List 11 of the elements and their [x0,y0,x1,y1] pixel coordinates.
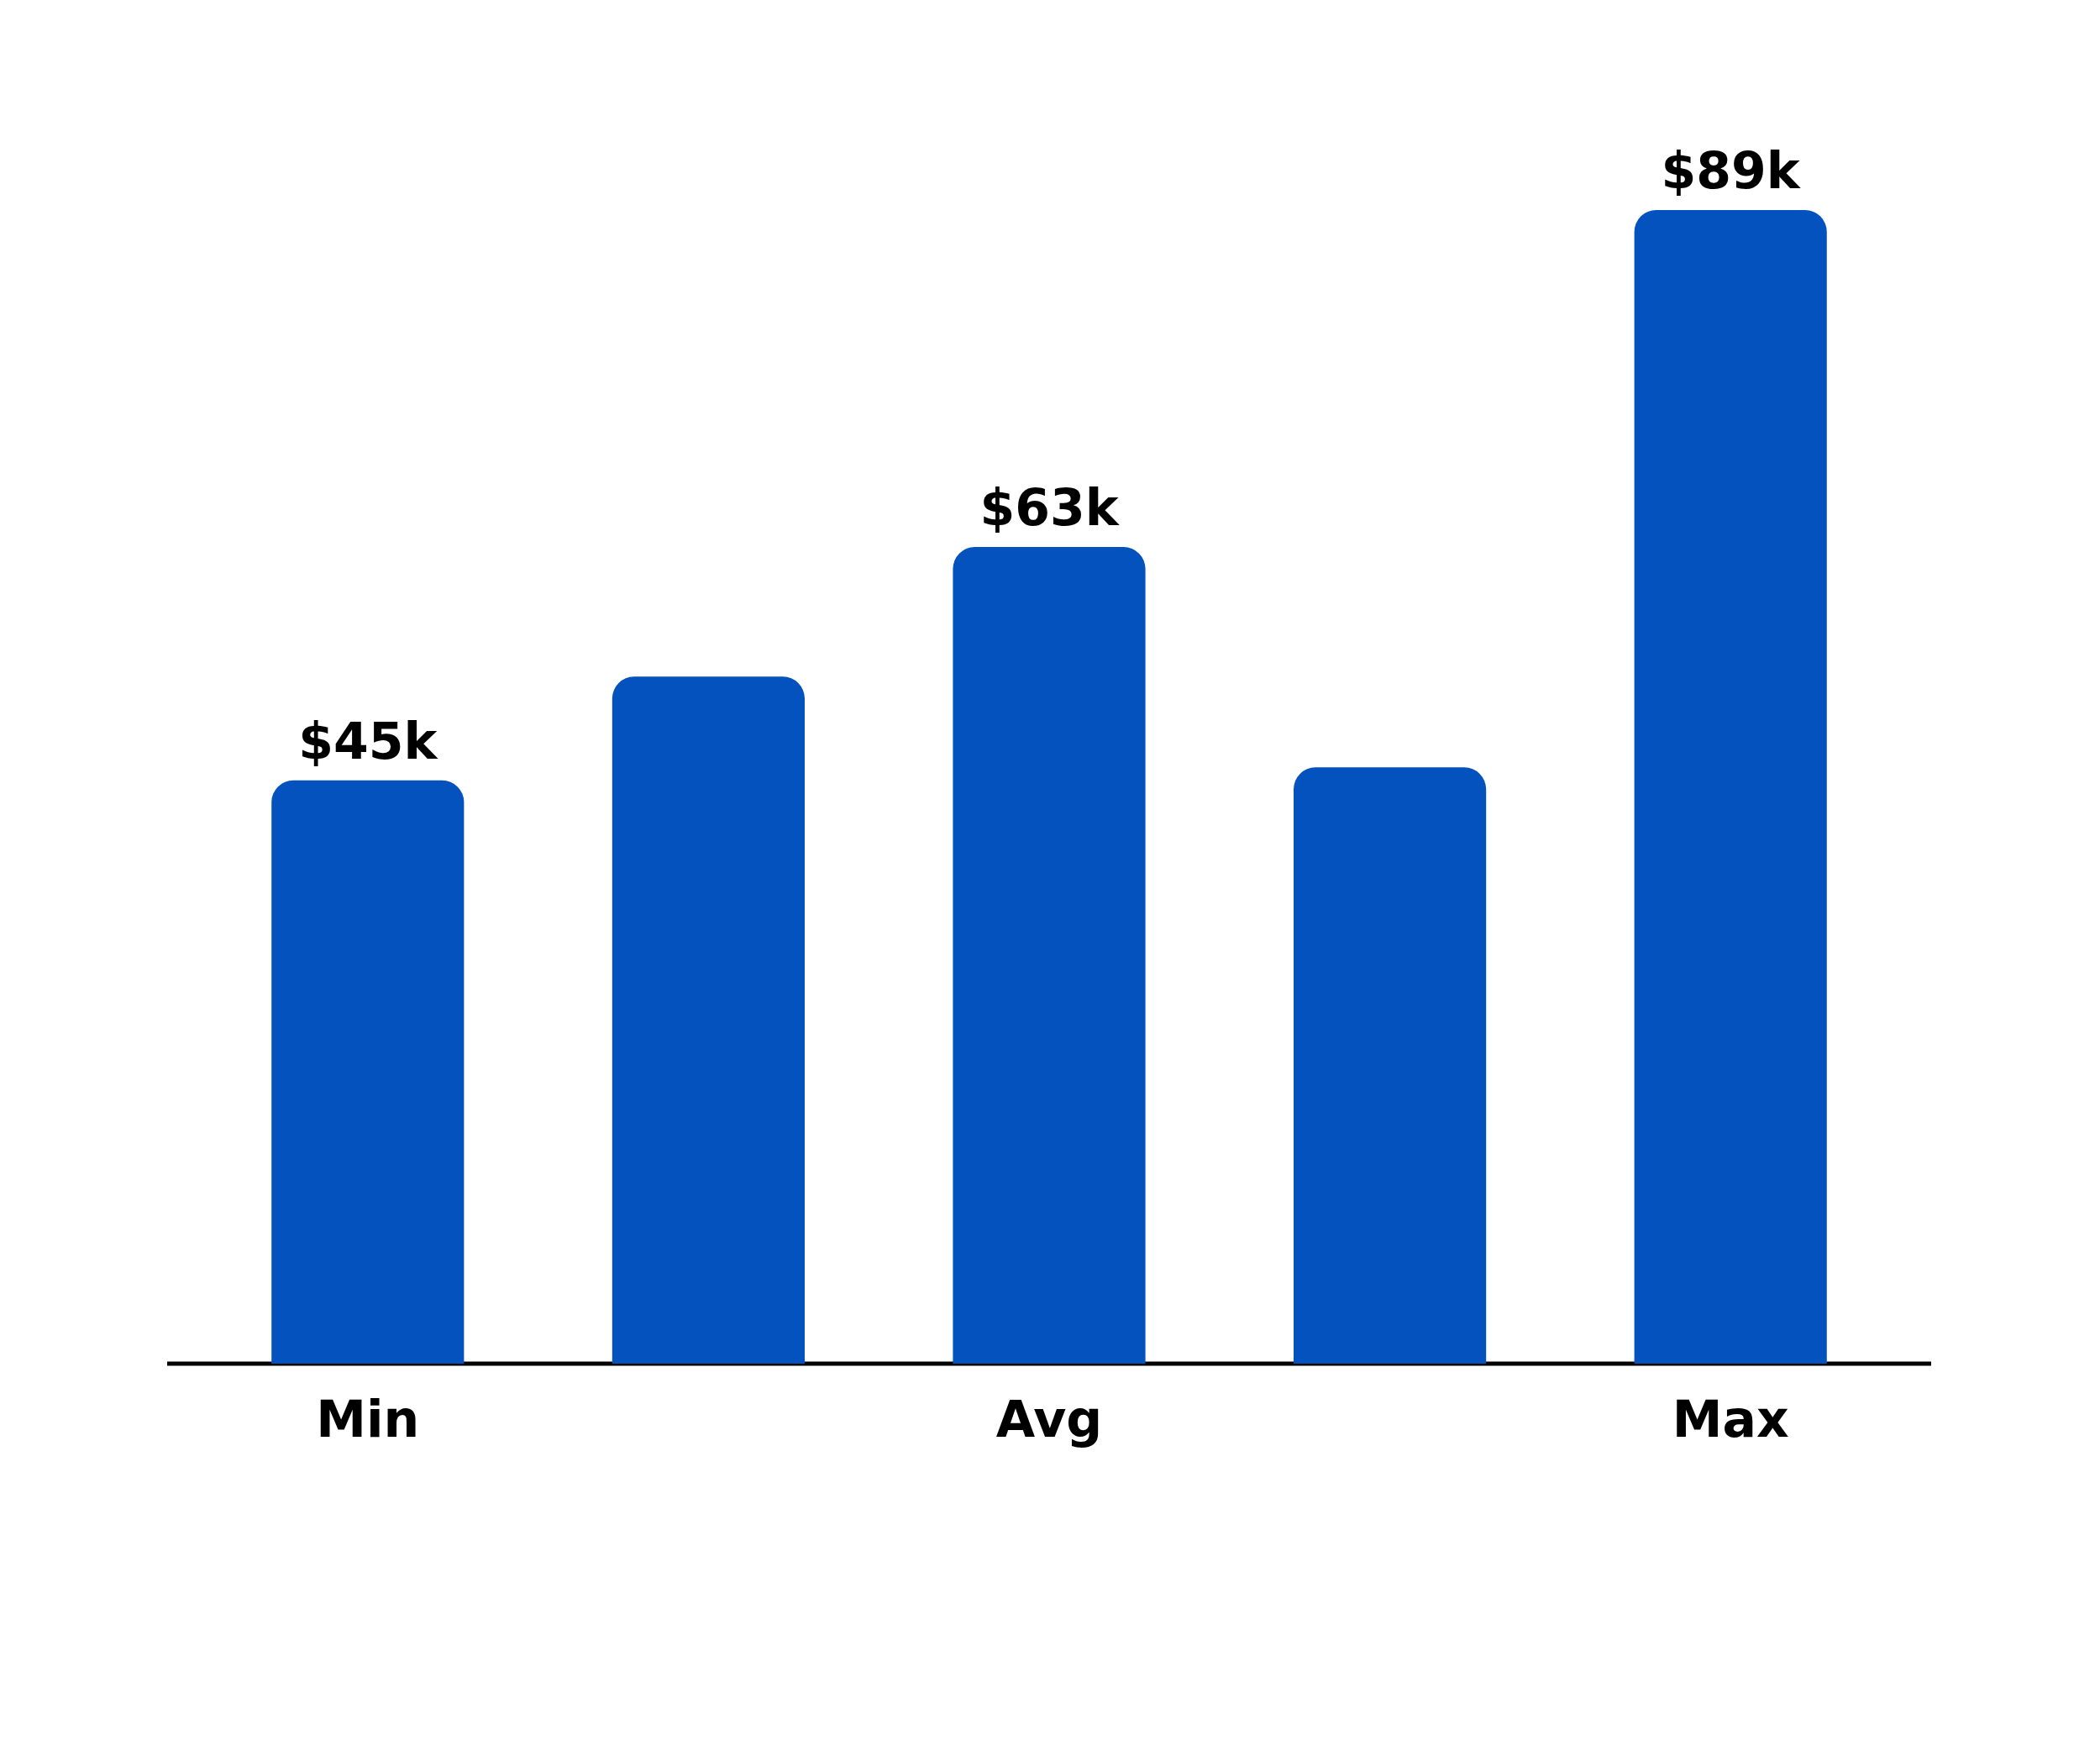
bar [271,780,465,1364]
data-label: $45k [298,711,439,770]
x-tick-label: Avg [995,1389,1103,1449]
bar [953,547,1146,1364]
x-tick-label: Min [316,1389,420,1449]
bar [1294,767,1487,1364]
bar [612,676,805,1364]
x-tick-label: Max [1672,1389,1789,1449]
data-label: $89k [1661,141,1802,200]
bar [1634,210,1827,1364]
data-label: $63k [979,478,1121,538]
